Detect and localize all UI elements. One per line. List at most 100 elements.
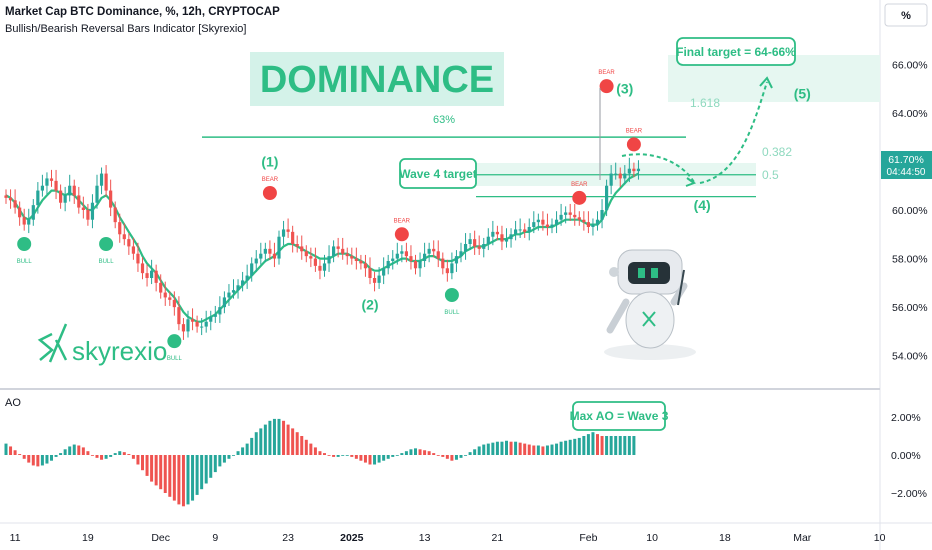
scale-mode-button[interactable] (884, 3, 928, 27)
candle-body (536, 219, 540, 223)
chart-title[interactable]: Market Cap BTC Dominance, %, 12h, CRYPTO… (5, 6, 280, 18)
candle-body (482, 244, 486, 249)
ao-bar (341, 455, 345, 456)
last-price-tag (881, 151, 932, 179)
candle-body (122, 234, 126, 240)
candle-body (550, 224, 554, 227)
candle-body (468, 239, 472, 244)
bear-signal-label: BEAR (571, 182, 588, 188)
time-axis-layer: 11 19 Dec 9 23 2025 13 21 Feb 10 18 Mar 10 (10, 532, 886, 544)
ao-pane-label[interactable]: AO (5, 397, 21, 409)
ao-bar (291, 428, 295, 455)
ao-bar (40, 455, 44, 466)
candle-body (259, 253, 263, 259)
ao-bar (209, 455, 213, 478)
candle-body (245, 275, 249, 281)
ao-bar (163, 455, 167, 493)
ao-bar (109, 455, 113, 457)
ao-bar (277, 418, 281, 455)
candle-body (495, 231, 499, 235)
ao-bar (27, 455, 31, 463)
candle-body (545, 224, 550, 227)
price-axis-panel[interactable] (880, 0, 932, 550)
projection-to-wave5 (699, 81, 768, 184)
candle-body (600, 210, 604, 220)
candle-body (595, 219, 600, 225)
logo-mark-x (48, 323, 68, 363)
candle-body (504, 239, 509, 242)
ao-bar (18, 454, 22, 455)
ao-bar (345, 455, 349, 456)
ao-bar (327, 455, 331, 456)
wave5-arrowhead (759, 76, 773, 89)
ao-bar (518, 442, 522, 455)
candle-body (395, 253, 399, 259)
bull-signal-dot (17, 237, 32, 251)
candle-body (8, 197, 13, 201)
ao-bar (450, 455, 454, 461)
ao-bar (614, 436, 618, 455)
ao-bar (100, 455, 104, 460)
time-axis-tick: 19 (82, 532, 94, 544)
time-axis-tick: 2025 (340, 532, 364, 544)
candle-body (382, 268, 386, 276)
ao-bar (577, 437, 581, 455)
price-axis-tick: 66.00% (892, 59, 928, 71)
candle-body (227, 292, 231, 298)
ao-bar (282, 420, 286, 455)
candle-body (618, 173, 622, 179)
candle-body (36, 190, 40, 206)
time-axis-tick: 13 (419, 532, 431, 544)
candle-body (263, 248, 267, 254)
ao-bar (523, 443, 527, 455)
wave-label: (4) (694, 197, 711, 213)
candle-body (400, 251, 404, 254)
ao-bar (81, 447, 85, 455)
candle-body (614, 173, 618, 175)
ao-bar (77, 445, 81, 455)
candle-body (268, 248, 272, 254)
ao-bar (623, 436, 627, 455)
ao-bar (259, 428, 263, 455)
ao-bar (200, 455, 204, 490)
candle-body (40, 185, 44, 191)
ao-bar (373, 455, 377, 465)
candle-body (350, 256, 354, 259)
ao-bar (172, 455, 176, 501)
ao-bar (514, 441, 518, 455)
ao-bar (382, 455, 386, 461)
indicator-title[interactable]: Bullish/Bearish Reversal Bars Indicator … (5, 23, 246, 35)
ao-bar (136, 455, 140, 465)
candle-body (409, 256, 413, 261)
ao-bar (454, 455, 458, 460)
ao-axis-tick: 0.00% (891, 450, 921, 462)
ao-bar (550, 444, 554, 455)
ao-bar (536, 445, 540, 455)
candle-body (473, 239, 477, 247)
ao-bar (468, 452, 472, 455)
ao-bar (505, 440, 508, 455)
candle-body (514, 229, 518, 235)
ao-bar (191, 455, 195, 501)
dominance-banner-box (250, 52, 504, 106)
candle-body (209, 316, 213, 322)
ao-bar (545, 445, 549, 455)
candle-body (95, 185, 99, 203)
logo-text: skyrexio (72, 336, 167, 366)
robot-eye-right (651, 268, 658, 278)
ao-bar (627, 436, 631, 455)
ao-bar (168, 455, 172, 497)
final-target-callout (676, 37, 796, 66)
ao-bar (482, 444, 486, 455)
ao-bar (295, 432, 299, 455)
candle-body (532, 222, 536, 227)
candle-body (204, 321, 208, 327)
ao-bar (632, 436, 636, 455)
bear-signal-dot (572, 190, 587, 205)
ao-bar (605, 436, 609, 455)
candle-body (309, 256, 313, 259)
candle-body (527, 227, 531, 232)
ao-bar (122, 452, 126, 455)
bull-signal-dot (444, 288, 459, 302)
ao-bar (263, 424, 267, 455)
